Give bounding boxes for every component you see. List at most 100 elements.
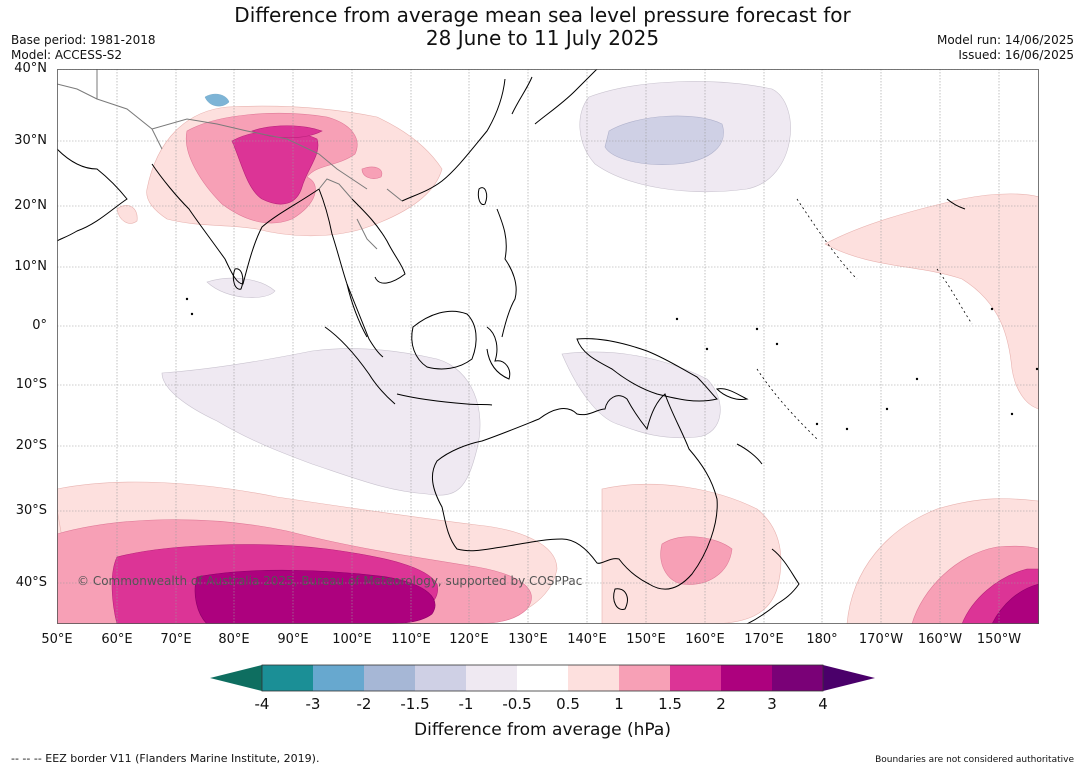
korea-coast <box>511 76 533 115</box>
lon-label-140e: 140°E <box>567 632 607 647</box>
colorbar-right-arrow <box>823 665 875 691</box>
arabia-coast <box>57 148 128 242</box>
lon-label-130e: 130°E <box>508 632 548 647</box>
lon-label-90e: 90°E <box>277 632 309 647</box>
lat-label-0: 0° <box>32 318 47 333</box>
model-text: Model: ACCESS-S2 <box>11 48 123 62</box>
graticule <box>57 69 1039 624</box>
base-period-text: Base period: 1981-2018 <box>11 33 156 47</box>
coastlines <box>57 69 966 624</box>
colorbar-tick: 3 <box>767 695 777 713</box>
lon-label-150e: 150°E <box>626 632 666 647</box>
anomaly-moderate-negative <box>604 115 724 165</box>
colorbar-tick: 1.5 <box>658 695 682 713</box>
lon-label-180: 180° <box>806 632 838 647</box>
map-svg: © Commonwealth of Australia 2025, Bureau… <box>57 69 1039 624</box>
lon-label-110e: 110°E <box>391 632 431 647</box>
title-line-1: Difference from average mean sea level p… <box>234 3 851 27</box>
lat-label-20s: 20°S <box>15 438 47 453</box>
australia-coast <box>431 393 718 590</box>
colorbar-tick: -0.5 <box>502 695 532 713</box>
pacific-islands <box>185 297 1039 431</box>
lat-label-20n: 20°N <box>14 198 47 213</box>
eez-note: -- -- -- EEZ border V11 (Flanders Marine… <box>11 752 320 765</box>
lat-label-10s: 10°S <box>15 377 47 392</box>
lon-label-50e: 50°E <box>41 632 73 647</box>
boundary-disclaimer: Boundaries are not considered authoritat… <box>875 755 1074 765</box>
anomaly-weak-negative <box>161 81 791 496</box>
sumatra <box>324 326 396 405</box>
eez-borders <box>756 198 973 440</box>
lat-label-10n: 10°N <box>14 259 47 274</box>
new-caledonia <box>736 443 763 465</box>
map-title: Difference from average mean sea level p… <box>0 4 1085 50</box>
solomon-islands <box>715 388 749 400</box>
copyright-notice: © Commonwealth of Australia 2025, Bureau… <box>77 574 582 588</box>
issued-text: Issued: 16/06/2025 <box>958 48 1074 62</box>
lon-label-120e: 120°E <box>449 632 489 647</box>
new-zealand <box>746 548 800 624</box>
anomaly-very-strong-positive <box>194 569 1039 624</box>
lon-label-170w: 170°W <box>858 632 904 647</box>
java <box>396 393 493 406</box>
colorbar-box <box>313 665 364 691</box>
lat-label-30s: 30°S <box>15 503 47 518</box>
title-line-2: 28 June to 11 July 2025 <box>425 26 660 50</box>
new-guinea <box>576 338 718 402</box>
lon-label-60e: 60°E <box>101 632 133 647</box>
colorbar-tick: -1.5 <box>400 695 430 713</box>
lon-label-80e: 80°E <box>218 632 250 647</box>
meta-right: Model run: 14/06/2025 Issued: 16/06/2025 <box>937 33 1074 63</box>
malay-peninsula <box>346 283 384 358</box>
lat-label-40n: 40°N <box>14 61 47 76</box>
anomaly-negative-pocket <box>204 93 230 107</box>
indochina-coast <box>351 198 406 284</box>
japan <box>534 69 598 125</box>
colorbar-box <box>772 665 823 691</box>
lon-label-160e: 160°E <box>685 632 725 647</box>
colorbar-outline <box>261 664 824 692</box>
country-borders <box>57 69 403 250</box>
colorbar-box <box>415 665 466 691</box>
colorbar-svg <box>210 664 875 692</box>
lon-label-70e: 70°E <box>160 632 192 647</box>
colorbar-tick: -2 <box>356 695 372 713</box>
lon-label-170e: 170°E <box>744 632 784 647</box>
lon-label-150w: 150°W <box>976 632 1022 647</box>
colorbar-tick: 2 <box>716 695 726 713</box>
model-run-text: Model run: 14/06/2025 <box>936 33 1074 47</box>
myanmar-thai-coast <box>318 188 368 338</box>
lon-label-160w: 160°W <box>917 632 963 647</box>
lat-label-40s: 40°S <box>15 575 47 590</box>
colorbar <box>210 663 875 693</box>
colorbar-tick: 1 <box>614 695 624 713</box>
colorbar-box <box>517 665 568 691</box>
china-coast <box>401 78 506 202</box>
colorbar-box <box>568 665 619 691</box>
colorbar-left-arrow <box>210 665 262 691</box>
lat-label-30n: 30°N <box>14 133 47 148</box>
tasmania <box>613 588 628 610</box>
meta-left: Base period: 1981-2018 Model: ACCESS-S2 <box>11 33 156 63</box>
colorbar-box <box>364 665 415 691</box>
colorbar-box <box>619 665 670 691</box>
colorbar-box <box>670 665 721 691</box>
colorbar-tick: -1 <box>458 695 474 713</box>
colorbar-box <box>466 665 517 691</box>
map-panel: © Commonwealth of Australia 2025, Bureau… <box>57 69 1039 624</box>
lon-label-100e: 100°E <box>332 632 372 647</box>
colorbar-tick: 4 <box>818 695 828 713</box>
colorbar-tick: -4 <box>254 695 270 713</box>
taiwan <box>477 187 488 206</box>
hawaii-chain <box>946 198 966 210</box>
colorbar-label: Difference from average (hPa) <box>414 720 671 740</box>
colorbar-box <box>262 665 313 691</box>
philippines <box>496 208 517 338</box>
colorbar-box <box>721 665 772 691</box>
srilanka <box>232 268 244 290</box>
map-frame <box>57 69 1039 624</box>
colorbar-tick: -3 <box>305 695 321 713</box>
borneo <box>411 310 477 370</box>
sulawesi <box>486 326 511 380</box>
india-coast <box>151 163 320 285</box>
